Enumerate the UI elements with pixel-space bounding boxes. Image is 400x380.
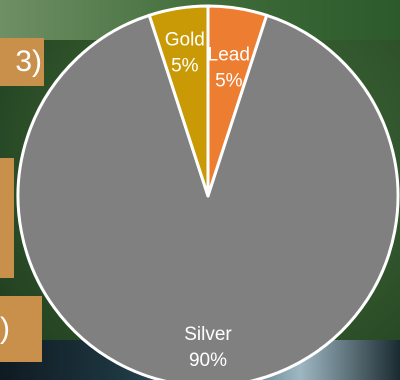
slice-category-label: Lead <box>208 45 250 66</box>
slice-label-lead: Lead 5% <box>208 45 250 92</box>
side-text-top: 3) <box>15 45 42 78</box>
side-text-bottom: ) <box>0 312 10 345</box>
slice-percent-label: 90% <box>189 350 227 371</box>
slice-category-label: Gold <box>165 30 205 51</box>
slice-percent-label: 5% <box>171 56 199 77</box>
side-text-box-middle <box>0 158 14 278</box>
slice-label-gold: Gold 5% <box>165 30 205 77</box>
pie-slice-silver <box>16 13 400 380</box>
side-text-box-bottom: ) <box>0 296 42 362</box>
slice-label-silver: Silver 90% <box>184 324 232 371</box>
slice-category-label: Silver <box>184 324 232 345</box>
slice-percent-label: 5% <box>215 71 243 92</box>
side-text-box-top: 3) <box>0 38 44 86</box>
pie-slice-gold <box>147 4 210 198</box>
